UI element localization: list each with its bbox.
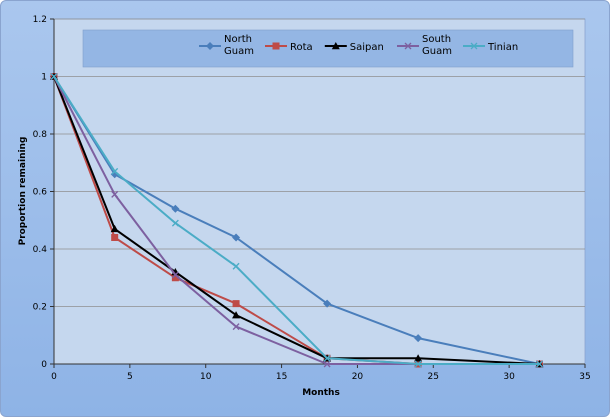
x-tick-label: 15 [276, 372, 287, 382]
data-point-stroke [171, 271, 179, 279]
data-point-stroke [536, 360, 543, 368]
data-point [232, 311, 241, 319]
legend-label: Rota [290, 42, 313, 53]
data-point [171, 271, 179, 279]
data-point-stroke [323, 354, 331, 362]
data-point [323, 299, 332, 308]
data-point [414, 334, 423, 343]
data-point [171, 219, 179, 227]
legend-label: South [422, 34, 451, 45]
data-point-stroke [414, 360, 422, 368]
y-tick-label: 0.4 [33, 245, 48, 255]
tick-labels: 0 0.2 0.4 0.6 0.8 1 1.2 0 5 10 15 20 25 30 35 [33, 15, 591, 382]
y-tick-label: 0 [41, 360, 47, 370]
data-point [111, 167, 119, 175]
legend-label: North [224, 34, 252, 45]
x-tick-label: 20 [352, 372, 364, 382]
legend-label: Guam [224, 46, 254, 57]
data-point [206, 42, 214, 50]
series-layer [50, 72, 544, 368]
data-point-stroke [323, 360, 331, 368]
data-point [171, 274, 179, 282]
x-tick-label: 0 [51, 372, 57, 382]
x-tick-label: 30 [503, 372, 515, 382]
legend-item: Rota [265, 42, 313, 53]
data-point [50, 73, 58, 80]
y-axis-title: Proportion remaining [18, 137, 28, 246]
series-tinian [50, 73, 543, 368]
data-point [470, 42, 478, 50]
data-point [536, 360, 543, 368]
data-point [272, 42, 280, 50]
data-point-stroke [111, 167, 119, 175]
data-point [323, 354, 331, 362]
data-point [111, 234, 119, 241]
data-point [323, 360, 331, 368]
data-point-stroke [404, 42, 412, 50]
x-axis-title: Months [302, 388, 340, 398]
x-tick-label: 10 [200, 372, 212, 382]
data-point [404, 42, 412, 50]
data-point-stroke [171, 219, 179, 227]
data-point-stroke [470, 42, 478, 50]
y-tick-label: 0.2 [33, 303, 47, 313]
x-tick-label: 35 [579, 372, 590, 382]
data-point-stroke [232, 323, 240, 331]
data-point-stroke [111, 190, 119, 198]
data-point [232, 262, 240, 270]
x-tick-label: 25 [428, 372, 439, 382]
y-tick-label: 1.2 [33, 15, 47, 25]
x-tick-label: 5 [127, 372, 133, 382]
y-tick-label: 1 [41, 73, 47, 83]
legend-item: Saipan [324, 42, 384, 53]
data-point [110, 224, 119, 233]
legend-label: Guam [422, 46, 452, 57]
data-point [232, 300, 240, 308]
legend-label: Tinian [487, 42, 518, 53]
y-tick-label: 0.8 [33, 130, 48, 140]
data-point [232, 233, 241, 242]
data-point [414, 360, 422, 368]
data-point-stroke [232, 262, 240, 270]
data-point [414, 354, 423, 362]
data-point [171, 204, 180, 213]
data-point [111, 190, 119, 198]
legend-item: Tinian [463, 42, 518, 53]
legend-box [82, 29, 574, 68]
data-point [331, 42, 340, 50]
data-point [232, 323, 240, 331]
data-point-stroke [50, 73, 58, 80]
legend-label: Saipan [350, 42, 384, 53]
y-tick-label: 0.6 [33, 188, 48, 198]
